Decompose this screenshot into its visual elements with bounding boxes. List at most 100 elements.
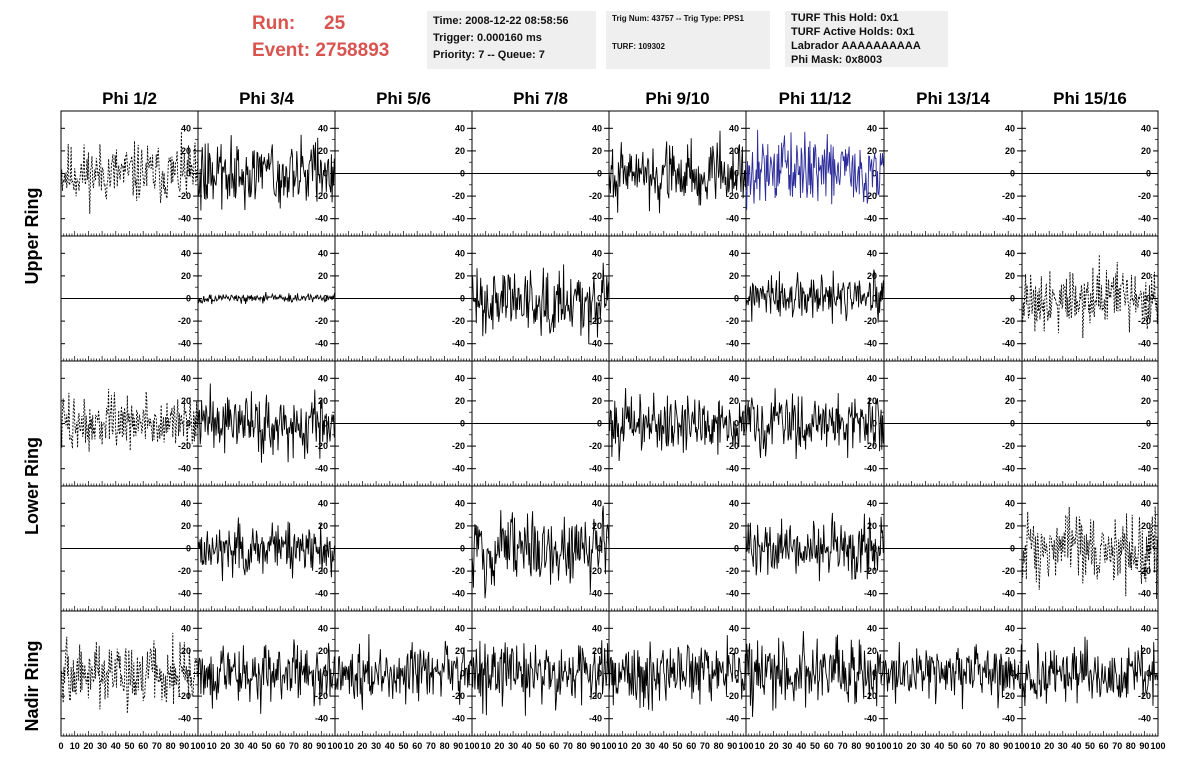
x-tick-label: 80 <box>166 741 176 751</box>
y-tick-label: -20 <box>1002 441 1015 451</box>
y-tick-label: -40 <box>726 339 739 349</box>
x-tick-label: 40 <box>248 741 258 751</box>
x-tick-label: 30 <box>1058 741 1068 751</box>
y-tick-label: 20 <box>592 396 602 406</box>
y-tick-label: 20 <box>455 521 465 531</box>
y-tick-label: 20 <box>181 646 191 656</box>
y-tick-label: 40 <box>318 123 328 133</box>
y-tick-label: -20 <box>452 316 465 326</box>
y-tick-label: -40 <box>178 589 191 599</box>
x-tick-label: 10 <box>893 741 903 751</box>
x-tick-label: 0 <box>58 741 63 751</box>
y-tick-label: 20 <box>729 646 739 656</box>
y-tick-label: 20 <box>181 521 191 531</box>
x-tick-label: 80 <box>440 741 450 751</box>
y-tick-label: -40 <box>864 339 877 349</box>
y-tick-label: 40 <box>729 498 739 508</box>
y-tick-label: -40 <box>1002 714 1015 724</box>
x-tick-label: 60 <box>824 741 834 751</box>
y-tick-label: -40 <box>1138 464 1151 474</box>
y-tick-label: -20 <box>726 441 739 451</box>
x-tick-label: 60 <box>412 741 422 751</box>
y-tick-label: -20 <box>1138 191 1151 201</box>
y-tick-label: 0 <box>1146 544 1151 554</box>
y-tick-label: -20 <box>726 566 739 576</box>
time-info-box: Time: 2008-12-22 08:58:56 Trigger: 0.000… <box>427 11 596 69</box>
waveform-trace <box>197 517 336 582</box>
y-tick-label: 20 <box>592 271 602 281</box>
ring-label: Lower Ring <box>22 437 42 535</box>
y-tick-label: -40 <box>315 464 328 474</box>
column-title: Phi 3/4 <box>239 89 294 108</box>
x-tick-label: 90 <box>1003 741 1013 751</box>
x-tick-label: 20 <box>494 741 504 751</box>
column-title: Phi 1/2 <box>102 89 157 108</box>
y-tick-label: -40 <box>1138 589 1151 599</box>
run-label: Run: <box>252 13 296 34</box>
y-tick-label: 0 <box>1146 294 1151 304</box>
x-tick-label: 40 <box>934 741 944 751</box>
waveform-trace <box>197 639 336 714</box>
y-tick-label: -20 <box>315 566 328 576</box>
turf-this-hold-text: TURF This Hold: 0x1 <box>791 12 899 24</box>
y-tick-label: -20 <box>178 191 191 201</box>
x-tick-label: 30 <box>234 741 244 751</box>
x-tick-label: 10 <box>755 741 765 751</box>
y-tick-label: 20 <box>729 271 739 281</box>
x-tick-label: 80 <box>714 741 724 751</box>
waveform-trace <box>1021 636 1159 707</box>
y-tick-label: 40 <box>181 123 191 133</box>
x-tick-label: 70 <box>1112 741 1122 751</box>
event-line: Event: 2758893 <box>252 37 389 64</box>
y-tick-label: -40 <box>864 214 877 224</box>
y-tick-label: -20 <box>452 191 465 201</box>
y-tick-label: 20 <box>318 521 328 531</box>
y-tick-label: 0 <box>734 169 739 179</box>
x-tick-label: 30 <box>508 741 518 751</box>
y-tick-label: -40 <box>864 714 877 724</box>
waveform-trace <box>608 387 747 462</box>
x-tick-label: 40 <box>1071 741 1081 751</box>
y-tick-label: -40 <box>315 339 328 349</box>
y-tick-label: -40 <box>726 214 739 224</box>
x-tick-label: 90 <box>316 741 326 751</box>
y-tick-label: 20 <box>867 271 877 281</box>
y-tick-label: 40 <box>592 248 602 258</box>
waveform-trace <box>471 640 610 716</box>
x-tick-label: 60 <box>962 741 972 751</box>
y-tick-label: 40 <box>592 123 602 133</box>
y-tick-label: 40 <box>1141 623 1151 633</box>
y-tick-label: 20 <box>1141 271 1151 281</box>
x-tick-label: 60 <box>275 741 285 751</box>
trig-info-box: Trig Num: 43757 -- Trig Type: PPS1 TURF:… <box>606 11 770 69</box>
y-tick-label: -20 <box>178 691 191 701</box>
y-tick-label: -40 <box>589 589 602 599</box>
x-tick-label: 40 <box>659 741 669 751</box>
x-tick-label: 30 <box>645 741 655 751</box>
y-tick-label: -20 <box>726 191 739 201</box>
y-tick-label: -20 <box>589 441 602 451</box>
y-tick-label: -40 <box>1138 714 1151 724</box>
x-tick-label: 40 <box>522 741 532 751</box>
y-tick-label: -40 <box>1002 339 1015 349</box>
y-tick-label: 20 <box>1005 146 1015 156</box>
y-tick-label: -20 <box>452 441 465 451</box>
column-title: Phi 7/8 <box>513 89 568 108</box>
y-tick-label: 40 <box>592 623 602 633</box>
waveform-trace <box>745 388 885 460</box>
x-tick-label: 20 <box>631 741 641 751</box>
y-tick-label: 0 <box>597 294 602 304</box>
priority-text: Priority: 7 -- Queue: 7 <box>433 49 545 61</box>
y-tick-label: 40 <box>729 373 739 383</box>
y-tick-label: -20 <box>589 566 602 576</box>
y-tick-label: 40 <box>181 248 191 258</box>
y-tick-label: 40 <box>455 123 465 133</box>
x-tick-label: 80 <box>303 741 313 751</box>
y-tick-label: -40 <box>726 714 739 724</box>
y-tick-label: -40 <box>1002 214 1015 224</box>
y-tick-label: 20 <box>592 146 602 156</box>
y-tick-label: 40 <box>1141 373 1151 383</box>
ring-label: Nadir Ring <box>22 640 42 731</box>
y-tick-label: -40 <box>726 464 739 474</box>
